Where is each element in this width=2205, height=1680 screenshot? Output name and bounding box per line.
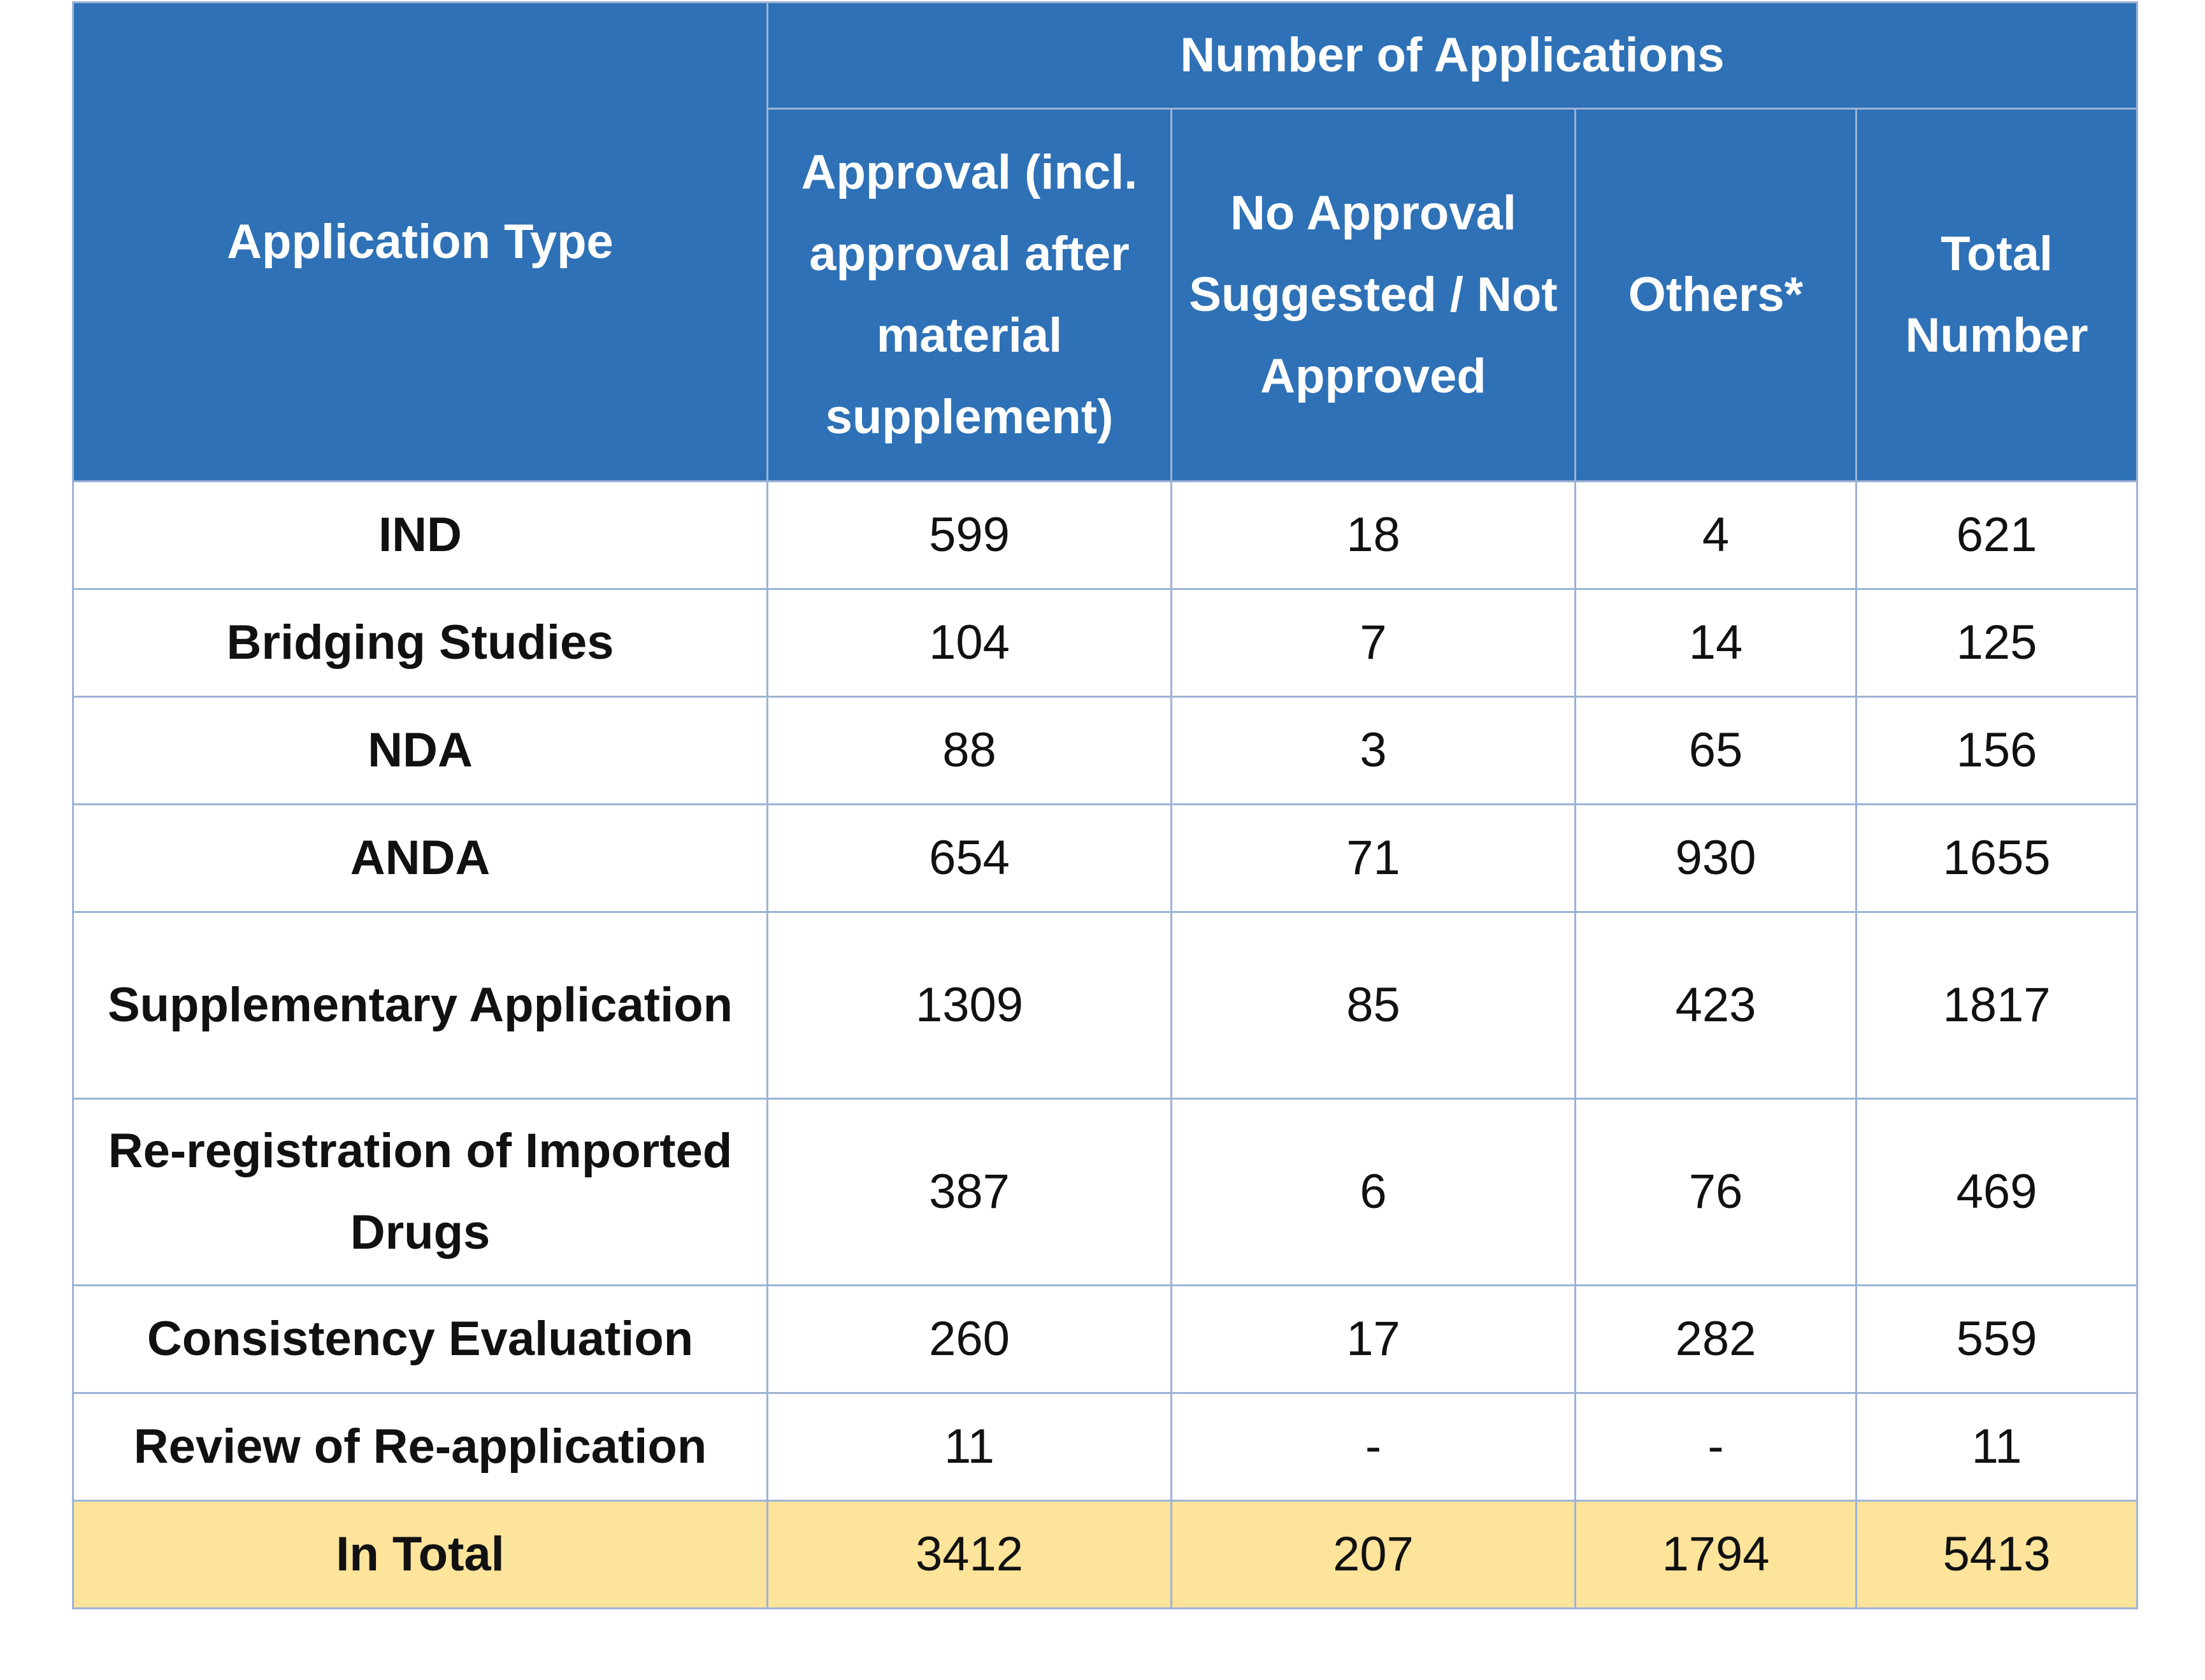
cell-no-approval: 17 [1170, 1284, 1576, 1394]
cell-others: 930 [1574, 803, 1857, 913]
table-row: Re-registration of Imported Drugs 387 6 … [72, 1098, 2139, 1286]
header-approval: Approval (incl. approval after material … [766, 108, 1172, 482]
cell-total: 11 [1855, 1392, 2139, 1502]
header-number-of-applications: Number of Applications [766, 1, 2139, 110]
cell-no-approval: 18 [1170, 480, 1576, 590]
cell-others: 4 [1574, 480, 1857, 590]
cell-total: 1655 [1855, 803, 2139, 913]
cell-no-approval: 3 [1170, 696, 1576, 805]
cell-others: 14 [1574, 588, 1857, 698]
table-body: IND 599 18 4 621 Bridging Studies 104 7 … [72, 480, 2139, 1609]
table-row: Review of Re-application 11 - - 11 [72, 1392, 2139, 1502]
row-type: IND [72, 480, 768, 590]
cell-approval: 654 [766, 803, 1172, 913]
cell-approval: 387 [766, 1098, 1172, 1286]
table-row: Supplementary Application 1309 85 423 18… [72, 911, 2139, 1100]
cell-total: 469 [1855, 1098, 2139, 1286]
cell-no-approval: 85 [1170, 911, 1576, 1100]
cell-no-approval: 7 [1170, 588, 1576, 698]
row-type: Supplementary Application [72, 911, 768, 1100]
cell-total: 621 [1855, 480, 2139, 590]
total-row: In Total 3412 207 1794 5413 [72, 1500, 2139, 1609]
table-row: IND 599 18 4 621 [72, 480, 2139, 590]
cell-approval: 260 [766, 1284, 1172, 1394]
cell-approval: 1309 [766, 911, 1172, 1100]
cell-others: 65 [1574, 696, 1857, 805]
total-no-approval: 207 [1170, 1500, 1576, 1609]
cell-approval: 88 [766, 696, 1172, 805]
cell-approval: 599 [766, 480, 1172, 590]
header-row-columns: Approval (incl. approval after material … [73, 108, 2139, 482]
cell-total: 559 [1855, 1284, 2139, 1394]
cell-total: 1817 [1855, 911, 2139, 1100]
cell-others: 423 [1574, 911, 1857, 1100]
applications-table: Application Type Number of Applications … [72, 1, 2139, 1609]
cell-approval: 104 [766, 588, 1172, 698]
table-row: ANDA 654 71 930 1655 [72, 803, 2139, 913]
row-type: NDA [72, 696, 768, 805]
total-label: In Total [72, 1500, 768, 1609]
header-row-group: Application Type Number of Applications [72, 1, 2139, 482]
cell-no-approval: - [1170, 1392, 1576, 1502]
header-others: Others* [1574, 108, 1857, 482]
cell-others: 282 [1574, 1284, 1857, 1394]
total-approval: 3412 [766, 1500, 1172, 1609]
row-type: Review of Re-application [72, 1392, 768, 1502]
cell-others: - [1574, 1392, 1857, 1502]
cell-total: 156 [1855, 696, 2139, 805]
table-row: NDA 88 3 65 156 [72, 696, 2139, 805]
table-row: Consistency Evaluation 260 17 282 559 [72, 1284, 2139, 1394]
cell-others: 76 [1574, 1098, 1857, 1286]
header-no-approval: No Approval Suggested / Not Approved [1170, 108, 1576, 482]
row-type: ANDA [72, 803, 768, 913]
row-type: Bridging Studies [72, 588, 768, 698]
cell-approval: 11 [766, 1392, 1172, 1502]
header-total-number: Total Number [1855, 108, 2139, 482]
table-header: Application Type Number of Applications … [72, 1, 2139, 482]
table-row: Bridging Studies 104 7 14 125 [72, 588, 2139, 698]
header-application-type: Application Type [72, 1, 768, 482]
row-type: Consistency Evaluation [72, 1284, 768, 1394]
cell-total: 125 [1855, 588, 2139, 698]
total-others: 1794 [1574, 1500, 1857, 1609]
cell-no-approval: 71 [1170, 803, 1576, 913]
row-type: Re-registration of Imported Drugs [72, 1098, 768, 1286]
cell-no-approval: 6 [1170, 1098, 1576, 1286]
total-total: 5413 [1855, 1500, 2139, 1609]
